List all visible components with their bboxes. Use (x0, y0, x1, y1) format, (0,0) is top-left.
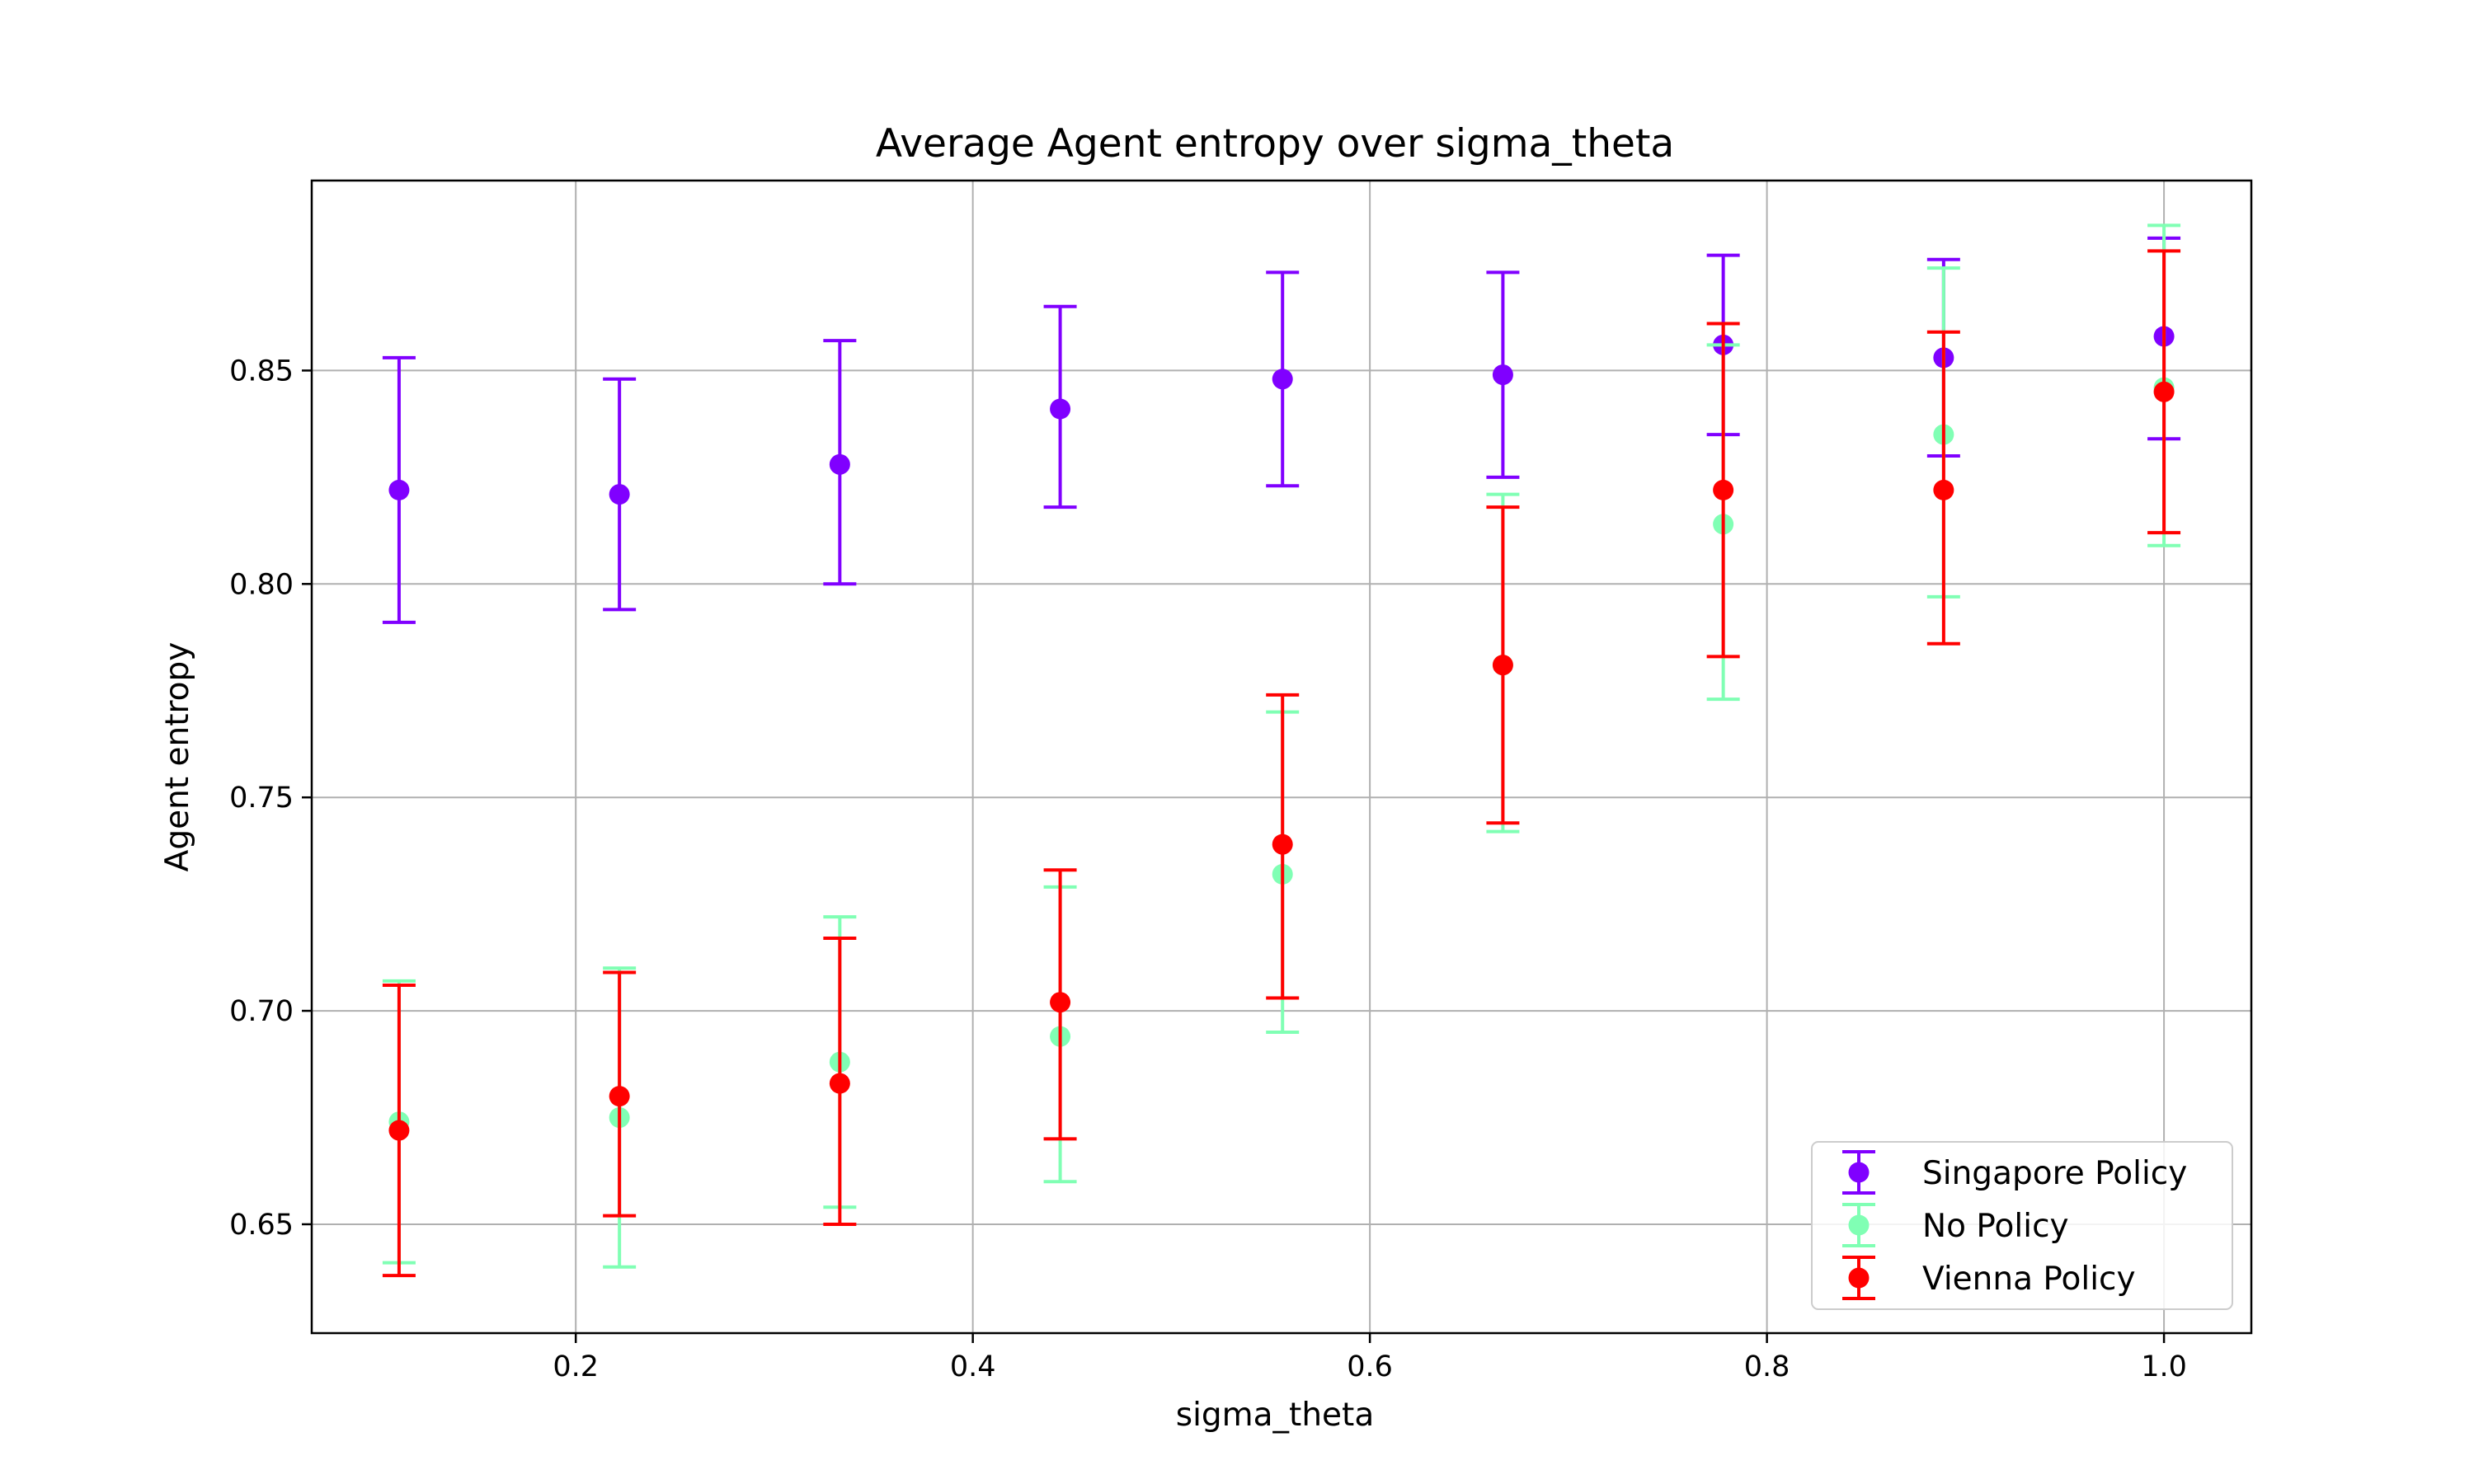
data-point (388, 1120, 410, 1141)
x-tick-label: 0.4 (950, 1350, 996, 1383)
data-point (1933, 479, 1954, 500)
legend-marker-dot (1848, 1214, 1870, 1236)
y-tick-label: 0.80 (229, 568, 294, 601)
chart-title: Average Agent entropy over sigma_theta (876, 121, 1674, 167)
x-axis-label: sigma_theta (1176, 1397, 1375, 1434)
data-point (2153, 381, 2175, 402)
legend-marker-dot (1848, 1267, 1870, 1289)
series-vienna-policy (382, 249, 2181, 1278)
legend-item: Singapore Policy (1842, 1150, 2187, 1195)
legend-box (1811, 1141, 2233, 1310)
x-tick-label: 0.8 (1744, 1350, 1790, 1383)
data-point (1272, 834, 1293, 855)
data-point (1492, 364, 1513, 386)
data-point (609, 484, 630, 505)
legend-label: Vienna Policy (1922, 1261, 2136, 1298)
y-tick-label: 0.65 (229, 1209, 294, 1242)
x-tick-label: 0.6 (1347, 1350, 1393, 1383)
data-point (829, 1073, 850, 1094)
legend: Singapore Policy No Policy Vienna Policy (1811, 1141, 2233, 1310)
data-point (829, 453, 850, 475)
y-axis-label: Agent entropy (159, 642, 196, 872)
legend-marker-dot (1848, 1162, 1870, 1183)
legend-label: Singapore Policy (1922, 1155, 2187, 1192)
data-point (1713, 479, 1734, 500)
data-point (609, 1086, 630, 1107)
data-point (1050, 398, 1071, 420)
legend-label: No Policy (1922, 1208, 2069, 1245)
data-point (1272, 369, 1293, 390)
y-tick-label: 0.70 (229, 995, 294, 1028)
y-tick-label: 0.85 (229, 355, 294, 387)
axis-ticks: 0.2 0.4 0.6 0.8 1.0 0.65 0.70 0.75 0.80 0.85 (229, 355, 2187, 1383)
data-point (388, 479, 410, 500)
x-tick-label: 0.2 (553, 1350, 599, 1383)
y-tick-label: 0.75 (229, 782, 294, 815)
plot-frame (310, 179, 2253, 1335)
x-tick-label: 1.0 (2141, 1350, 2187, 1383)
data-point (1492, 655, 1513, 676)
legend-item: Vienna Policy (1842, 1256, 2136, 1300)
data-series (382, 223, 2181, 1278)
data-point (1050, 992, 1071, 1013)
legend-item: No Policy (1842, 1203, 2069, 1247)
